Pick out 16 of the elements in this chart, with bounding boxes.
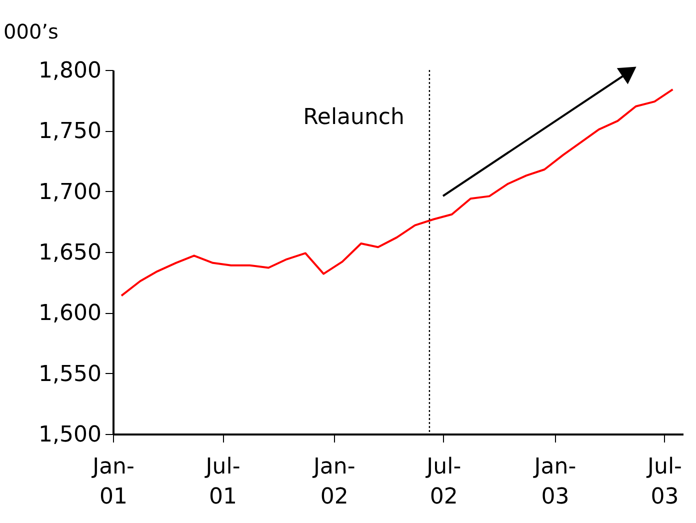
ref-line-label: Relaunch <box>303 105 404 130</box>
y-tick-label: 1,600 <box>38 301 102 326</box>
y-tick-label: 1,500 <box>38 422 102 448</box>
x-tick-label: Jan- 01 <box>90 454 134 510</box>
x-tick-label: Jul- 01 <box>204 454 240 510</box>
y-axis-title: 000’s <box>4 20 58 44</box>
x-tick-label: Jul- 03 <box>646 454 682 510</box>
x-tick-label: Jan- 02 <box>311 454 356 510</box>
y-tick-label: 1,800 <box>38 58 102 84</box>
line-series <box>120 88 674 297</box>
y-tick-label: 1,700 <box>38 180 102 205</box>
y-tick-label: 1,650 <box>38 240 102 266</box>
x-tick-label: Jul- 02 <box>424 454 462 510</box>
y-tick-label: 1,750 <box>38 119 102 144</box>
x-tick-label: Jan- 03 <box>532 454 576 510</box>
y-tick-label: 1,550 <box>38 362 102 387</box>
